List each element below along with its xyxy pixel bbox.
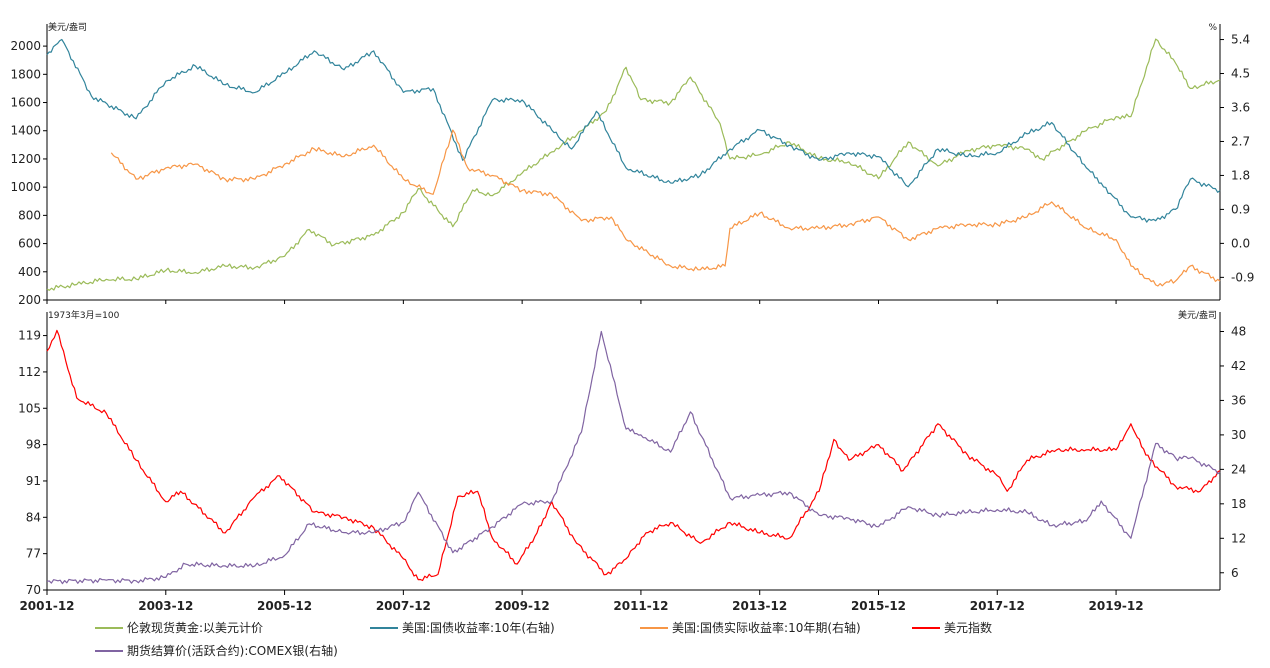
bottom-left-tick-label: 91 bbox=[26, 474, 41, 488]
bottom-right-tick-label: 6 bbox=[1231, 566, 1239, 580]
top-right-tick-label: 3.6 bbox=[1231, 100, 1250, 114]
top-series-group bbox=[46, 38, 1221, 301]
x-tick-label: 2001-12 bbox=[19, 599, 74, 613]
x-tick-label: 2017-12 bbox=[970, 599, 1025, 613]
x-tick-label: 2011-12 bbox=[613, 599, 668, 613]
bottom-right-tick-label: 12 bbox=[1231, 531, 1246, 545]
bottom-right-axis-unit: 美元/盎司 bbox=[1178, 309, 1217, 321]
x-tick-label: 2009-12 bbox=[495, 599, 550, 613]
top-left-tick-label: 200 bbox=[18, 293, 41, 307]
x-tick-label: 2019-12 bbox=[1089, 599, 1144, 613]
top-right-tick-label: 2.7 bbox=[1231, 134, 1250, 148]
top-right-tick-label: 5.4 bbox=[1231, 33, 1250, 47]
top-left-axis: 200 400 600 800 1000 1200 1400 1600 1800 2000 bbox=[10, 24, 48, 307]
bottom-right-tick-label: 18 bbox=[1231, 497, 1246, 511]
series-line-bottom-1 bbox=[46, 330, 1221, 585]
top-right-tick-label: 0.9 bbox=[1231, 202, 1250, 216]
top-left-tick-label: 1400 bbox=[10, 124, 41, 138]
x-tick-label: 2003-12 bbox=[138, 599, 193, 613]
legend-label: 美国:国债实际收益率:10年期(右轴) bbox=[672, 620, 861, 635]
top-left-tick-label: 1200 bbox=[10, 152, 41, 166]
top-right-tick-label: 4.5 bbox=[1231, 67, 1250, 81]
legend-label: 美元指数 bbox=[944, 620, 992, 635]
bottom-right-tick-label: 48 bbox=[1231, 324, 1246, 338]
top-right-tick-label: -0.9 bbox=[1231, 270, 1254, 284]
top-right-tick-label: 0.0 bbox=[1231, 236, 1250, 250]
bottom-left-tick-label: 119 bbox=[18, 329, 41, 343]
top-left-tick-label: 1600 bbox=[10, 96, 41, 110]
bottom-left-tick-label: 98 bbox=[26, 438, 41, 452]
series-line-top-1 bbox=[46, 38, 1221, 223]
bottom-right-tick-label: 24 bbox=[1231, 462, 1246, 476]
top-right-axis: -0.9 0.0 0.9 1.8 2.7 3.6 4.5 5.4 bbox=[1219, 24, 1254, 300]
top-left-axis-unit: 美元/盎司 bbox=[48, 21, 87, 33]
legend-label: 美国:国债收益率:10年(右轴) bbox=[402, 620, 555, 635]
legend-label: 期货结算价(活跃合约):COMEX银(右轴) bbox=[127, 643, 338, 658]
top-right-tick-label: 1.8 bbox=[1231, 168, 1250, 182]
bottom-series-group bbox=[46, 329, 1221, 591]
top-left-tick-label: 400 bbox=[18, 265, 41, 279]
x-tick-label: 2013-12 bbox=[732, 599, 787, 613]
bottom-panel: 1973年3月=100 美元/盎司 70 77 84 91 98 105 112 119 6 1… bbox=[18, 309, 1246, 597]
legend-label: 伦敦现货黄金:以美元计价 bbox=[127, 620, 263, 635]
top-left-tick-label: 1800 bbox=[10, 67, 41, 81]
legend: 伦敦现货黄金:以美元计价 美国:国债收益率:10年(右轴) 美国:国债实际收益率:1… bbox=[95, 620, 992, 658]
top-left-tick-label: 2000 bbox=[10, 39, 41, 53]
top-left-tick-label: 1000 bbox=[10, 180, 41, 194]
x-tick-label: 2007-12 bbox=[376, 599, 431, 613]
top-right-axis-unit: % bbox=[1208, 23, 1217, 33]
top-left-tick-label: 800 bbox=[18, 208, 41, 222]
bottom-left-axis: 70 77 84 91 98 105 112 119 bbox=[18, 312, 48, 597]
bottom-right-tick-label: 30 bbox=[1231, 428, 1246, 442]
series-line-top-0 bbox=[46, 38, 1221, 291]
bottom-left-tick-label: 77 bbox=[26, 547, 41, 561]
bottom-left-tick-label: 70 bbox=[26, 583, 41, 597]
bottom-right-tick-label: 36 bbox=[1231, 393, 1246, 407]
x-tick-label: 2015-12 bbox=[851, 599, 906, 613]
top-panel: 美元/盎司 % 200 400 600 800 1000 1200 1400 1600 1800… bbox=[10, 21, 1254, 307]
series-line-top-2 bbox=[110, 129, 1221, 287]
bottom-right-axis: 6 12 18 24 30 36 42 48 bbox=[1219, 312, 1246, 590]
bottom-left-tick-label: 112 bbox=[18, 365, 41, 379]
bottom-right-tick-label: 42 bbox=[1231, 359, 1246, 373]
bottom-left-axis-unit: 1973年3月=100 bbox=[48, 309, 120, 321]
x-tick-label: 2005-12 bbox=[257, 599, 312, 613]
x-axis: 2001-12 2003-12 2005-12 2007-12 2009-12 2011-… bbox=[19, 300, 1144, 613]
bottom-left-tick-label: 105 bbox=[18, 401, 41, 415]
top-left-tick-label: 600 bbox=[18, 237, 41, 251]
bottom-left-tick-label: 84 bbox=[26, 510, 41, 524]
series-line-bottom-0 bbox=[46, 329, 1221, 582]
